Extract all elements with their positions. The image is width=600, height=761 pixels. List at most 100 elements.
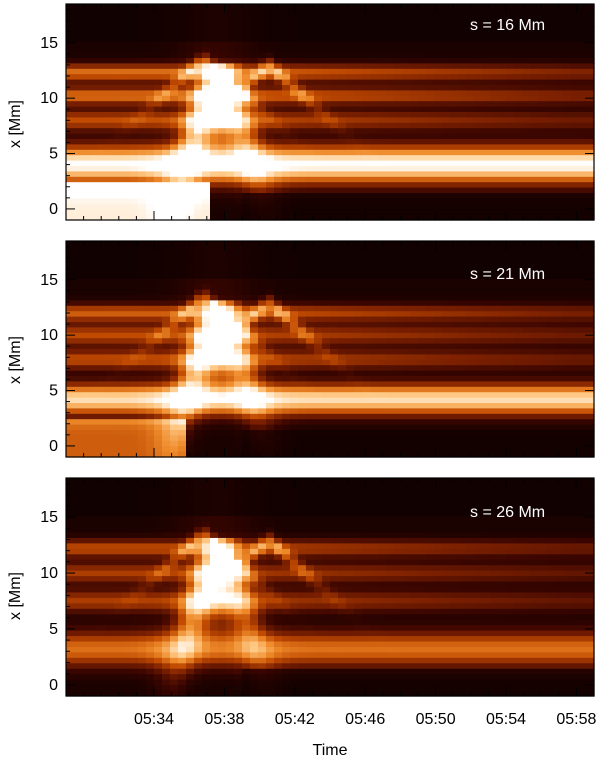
- heatmap-cell: [226, 370, 235, 377]
- heatmap-cell: [298, 139, 307, 145]
- heatmap-cell: [362, 397, 371, 404]
- heatmap-cell: [146, 101, 155, 108]
- heatmap-cell: [466, 284, 475, 291]
- heatmap-cell: [410, 112, 419, 118]
- heatmap-cell: [146, 155, 155, 162]
- heatmap-cell: [474, 359, 483, 366]
- heatmap-cell: [298, 9, 307, 16]
- heatmap-cell: [418, 300, 427, 307]
- heatmap-cell: [114, 25, 123, 32]
- heatmap-cell: [474, 289, 483, 296]
- heatmap-cell: [338, 284, 347, 291]
- heatmap-cell: [282, 392, 291, 399]
- heatmap-cell: [370, 187, 379, 194]
- heatmap-cell: [146, 20, 155, 27]
- heatmap-cell: [170, 106, 179, 113]
- heatmap-cell: [154, 9, 163, 16]
- heatmap-cell: [130, 349, 139, 355]
- heatmap-cell: [82, 370, 91, 377]
- heatmap-cell: [194, 322, 203, 328]
- heatmap-cell: [306, 79, 315, 86]
- heatmap-cell: [90, 424, 99, 431]
- heatmap-cell: [362, 376, 371, 382]
- heatmap-cell: [474, 365, 483, 372]
- heatmap-cell: [538, 144, 547, 151]
- heatmap-cell: [394, 171, 403, 178]
- heatmap-cell: [138, 403, 147, 409]
- heatmap-cell: [338, 85, 347, 91]
- heatmap-cell: [586, 9, 595, 16]
- heatmap-cell: [570, 176, 579, 183]
- heatmap-cell: [426, 397, 435, 404]
- heatmap-cell: [466, 149, 475, 156]
- heatmap-cell: [162, 41, 171, 48]
- heatmap-cell: [490, 359, 499, 366]
- heatmap-cell: [346, 289, 355, 296]
- heatmap-cell: [242, 273, 251, 280]
- heatmap-cell: [106, 160, 115, 167]
- heatmap-cell: [138, 36, 147, 43]
- heatmap-cell: [434, 74, 443, 81]
- heatmap-cell: [162, 101, 171, 108]
- heatmap-cell: [362, 214, 371, 221]
- heatmap-cell: [242, 68, 251, 75]
- heatmap-cell: [378, 392, 387, 399]
- heatmap-cell: [474, 41, 483, 48]
- heatmap-cell: [282, 435, 291, 442]
- heatmap-cell: [466, 58, 475, 64]
- heatmap-cell: [266, 403, 275, 409]
- heatmap-cell: [426, 20, 435, 27]
- heatmap-cell: [290, 52, 299, 59]
- heatmap-cell: [314, 85, 323, 91]
- heatmap-cell: [218, 295, 227, 301]
- heatmap-cell: [338, 166, 347, 172]
- heatmap-cell: [202, 47, 211, 54]
- heatmap-cell: [250, 171, 259, 178]
- heatmap-cell: [226, 392, 235, 399]
- heatmap-cell: [458, 90, 467, 97]
- heatmap-cell: [418, 171, 427, 178]
- heatmap-cell: [114, 381, 123, 388]
- heatmap-cell: [138, 139, 147, 145]
- heatmap-cell: [218, 289, 227, 296]
- heatmap-cell: [586, 182, 595, 189]
- heatmap-cell: [82, 160, 91, 167]
- heatmap-cell: [498, 305, 507, 312]
- heatmap-cell: [242, 257, 251, 264]
- heatmap-cell: [426, 392, 435, 399]
- heatmap-cell: [138, 295, 147, 301]
- heatmap-cell: [130, 305, 139, 312]
- heatmap-cell: [354, 187, 363, 194]
- heatmap-cell: [338, 332, 347, 339]
- heatmap-cell: [290, 63, 299, 70]
- heatmap-cell: [370, 295, 379, 301]
- heatmap-cell: [418, 413, 427, 420]
- heatmap-cell: [250, 349, 259, 355]
- heatmap-cell: [394, 419, 403, 426]
- heatmap-cell: [362, 68, 371, 75]
- heatmap-cell: [354, 47, 363, 54]
- heatmap-cell: [162, 403, 171, 409]
- heatmap-cell: [202, 311, 211, 318]
- heatmap-cell: [82, 332, 91, 339]
- heatmap-cell: [378, 262, 387, 269]
- heatmap-cell: [122, 241, 131, 247]
- heatmap-cell: [354, 246, 363, 253]
- heatmap-cell: [322, 376, 331, 382]
- heatmap-cell: [234, 359, 243, 366]
- heatmap-cell: [338, 440, 347, 447]
- heatmap-cell: [234, 193, 243, 199]
- heatmap-cell: [66, 36, 75, 43]
- heatmap-cell: [474, 381, 483, 388]
- heatmap-cell: [530, 31, 539, 37]
- heatmap-cell: [82, 430, 91, 436]
- heatmap-cell: [410, 14, 419, 21]
- heatmap-cell: [130, 106, 139, 113]
- heatmap-cell: [194, 74, 203, 81]
- heatmap-cell: [226, 435, 235, 442]
- heatmap-cell: [114, 41, 123, 48]
- heatmap-cell: [122, 101, 131, 108]
- heatmap-cell: [274, 370, 283, 377]
- heatmap-cell: [114, 187, 123, 194]
- heatmap-cell: [226, 403, 235, 409]
